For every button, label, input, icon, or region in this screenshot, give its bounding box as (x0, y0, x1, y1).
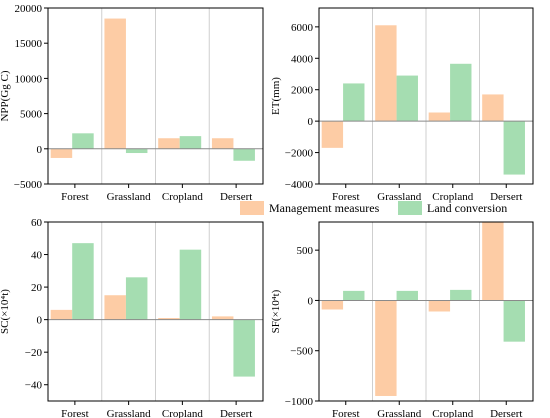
x-tick-label: Dersert (490, 191, 522, 203)
plot-frame (47, 221, 264, 402)
x-tick-label: Cropland (162, 408, 203, 418)
y-axis-label: SC(×10⁴t) (0, 289, 11, 334)
plot-frame (47, 7, 264, 185)
x-tick-label: Forest (332, 408, 360, 418)
y-axis-label: ET(mm) (270, 77, 282, 115)
y-tick-label: 500 (297, 245, 314, 257)
x-tick-label: Dersert (220, 191, 252, 203)
x-tick-label: Dersert (220, 408, 252, 418)
x-tick-label: Cropland (432, 191, 473, 203)
y-tick-label: 0 (308, 116, 314, 128)
bar-conversion-forest (343, 290, 365, 301)
y-tick-label: 0 (37, 315, 43, 327)
bar-management-cropland (428, 112, 451, 122)
bar-management-cropland (158, 318, 180, 320)
legend-label-conversion: Land conversion (427, 201, 507, 215)
bar-management-forest (321, 300, 344, 310)
y-tick-label: 15000 (15, 38, 43, 50)
bar-management-cropland (428, 300, 451, 312)
y-tick-label: 5000 (20, 109, 43, 121)
y-tick-label: −2000 (285, 148, 314, 160)
bar-management-dersert (211, 138, 234, 149)
plot-frame (318, 7, 534, 185)
bar-management-forest (50, 309, 73, 320)
bar-management-cropland (158, 138, 180, 149)
y-tick-label: 2000 (291, 85, 314, 97)
y-tick-label: −1000 (285, 396, 314, 408)
bar-conversion-grassland (396, 75, 418, 122)
y-tick-label: −40 (25, 380, 43, 392)
y-axis-label: NPP(Gg C) (0, 70, 11, 121)
chart-panel-3: −40 −20 0 20 40 60 Forest Grassland Cropland Ders… (0, 217, 264, 418)
y-tick-label: 6000 (291, 22, 314, 34)
bar-conversion-dersert (503, 300, 525, 342)
y-tick-label: 60 (31, 217, 43, 229)
y-tick-label: −20 (25, 347, 43, 359)
bar-management-grassland (375, 300, 397, 396)
y-tick-label: −5000 (14, 179, 43, 191)
legend-label-management: Management measures (269, 201, 380, 215)
bar-conversion-cropland (450, 63, 472, 122)
bar-management-grassland (104, 295, 126, 320)
x-tick-label: Grassland (107, 191, 151, 203)
y-tick-label: 40 (31, 250, 43, 262)
bar-management-forest (321, 121, 344, 148)
bar-conversion-cropland (450, 289, 472, 301)
y-tick-label: 4000 (291, 53, 314, 65)
bar-management-dersert (482, 222, 504, 301)
x-tick-label: Dersert (490, 408, 522, 418)
y-tick-label: −4000 (285, 179, 314, 191)
bar-management-forest (50, 148, 73, 158)
x-tick-label: Cropland (162, 191, 203, 203)
bar-management-grassland (375, 25, 397, 122)
x-tick-label: Forest (61, 408, 89, 418)
bar-conversion-grassland (125, 148, 148, 154)
x-tick-label: Grassland (377, 191, 421, 203)
y-tick-label: 0 (37, 144, 43, 156)
y-axis-label: SF(×10⁴t) (270, 289, 282, 333)
x-tick-label: Grassland (107, 408, 151, 418)
plot-frame (318, 221, 534, 402)
bar-conversion-dersert (503, 121, 525, 175)
y-tick-label: −500 (290, 346, 313, 358)
bar-conversion-grassland (396, 290, 418, 301)
bar-conversion-forest (72, 133, 94, 149)
bar-conversion-forest (72, 243, 94, 320)
legend: Management measures Land conversion (240, 201, 507, 215)
x-tick-label: Grassland (377, 408, 421, 418)
bar-conversion-cropland (179, 249, 202, 320)
y-tick-label: 20 (31, 282, 43, 294)
bar-conversion-forest (343, 83, 365, 122)
bar-conversion-grassland (125, 277, 148, 320)
bar-conversion-dersert (233, 319, 255, 377)
legend-swatch-management (240, 201, 264, 215)
chart-panel-1: −5000 0 5000 10000 15000 20000 Forest Grassland… (0, 3, 264, 203)
bar-conversion-cropland (179, 136, 202, 149)
bar-management-dersert (211, 316, 234, 320)
chart-panel-4: −1000 −500 0 500 Forest Grassland Cropland Ders… (270, 221, 534, 418)
x-tick-label: Cropland (432, 408, 473, 418)
x-tick-label: Forest (332, 191, 360, 203)
legend-swatch-conversion (398, 201, 422, 215)
bar-management-dersert (482, 94, 504, 122)
y-tick-label: 10000 (15, 73, 43, 85)
y-tick-label: 0 (308, 295, 314, 307)
bar-conversion-dersert (233, 148, 255, 161)
x-tick-label: Forest (61, 191, 89, 203)
bar-management-grassland (104, 18, 126, 149)
y-tick-label: 20000 (15, 3, 43, 15)
chart-panel-2: −4000 −2000 0 2000 4000 6000 Forest Grassland Cr… (270, 7, 534, 203)
